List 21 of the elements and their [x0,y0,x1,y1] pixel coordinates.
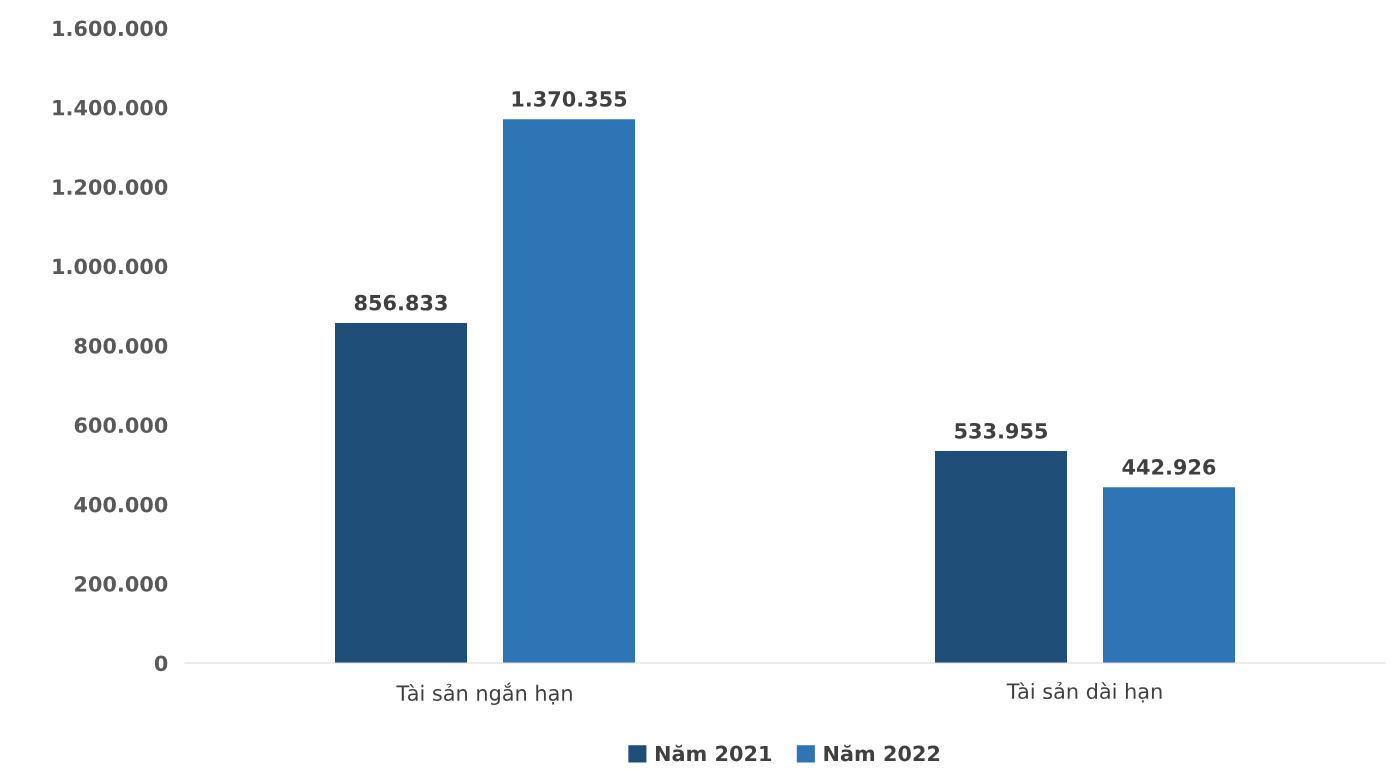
legend-label: Năm 2021 [655,744,772,762]
data-label: 1.370.355 [512,91,627,107]
data-label: 442.926 [1122,459,1216,475]
bar [503,119,635,663]
y-tick-label: 0 [154,655,168,672]
legend-label: Năm 2022 [824,744,940,762]
x-tick-label: Tài sản ngắn hạn [396,682,572,706]
y-tick-label: 800.000 [74,337,168,354]
bar [935,451,1067,663]
y-tick-label: 400.000 [74,496,168,513]
bar [335,322,467,663]
y-tick-label: 1.200.000 [53,179,168,195]
x-tick-label: Tài sản dài hạn [1006,681,1162,703]
y-tick-label: 200.000 [75,576,168,592]
data-label: 856.833 [354,294,447,311]
y-tick-label: 600.000 [74,417,168,434]
data-label: 533.955 [955,422,1047,439]
y-tick-label: 1.000.000 [53,258,168,275]
y-tick-label: 1.400.000 [53,99,168,116]
y-tick-label: 1.600.000 [53,20,168,37]
bar [1103,487,1235,663]
